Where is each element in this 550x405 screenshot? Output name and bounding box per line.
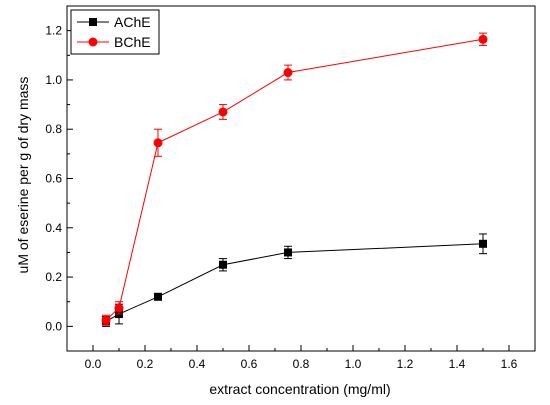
data-point xyxy=(114,303,124,313)
x-tick-label: 1.4 xyxy=(449,357,466,371)
x-tick-label: 1.0 xyxy=(345,357,362,371)
x-tick-label: 0.2 xyxy=(137,357,154,371)
y-tick-label: 1.0 xyxy=(45,73,62,87)
legend-marker xyxy=(89,18,97,26)
x-tick-label: 0.6 xyxy=(241,357,258,371)
x-tick-label: 1.6 xyxy=(501,357,518,371)
y-tick-label: 0.0 xyxy=(45,319,62,333)
y-tick-label: 1.2 xyxy=(45,24,62,38)
data-point xyxy=(154,292,162,301)
y-tick-label: 0.2 xyxy=(45,270,62,284)
legend: AChE BChE xyxy=(70,9,160,55)
legend-box xyxy=(70,9,160,55)
y-tick-label: 0.8 xyxy=(45,122,62,136)
y-axis-title: uM of eserine per g of dry mass xyxy=(15,77,31,274)
series-line xyxy=(105,38,484,321)
y-tick-label: 0.4 xyxy=(45,221,62,235)
x-axis-title: extract concentration (mg/ml) xyxy=(209,381,390,397)
data-point xyxy=(478,34,488,44)
x-tick-label: 1.2 xyxy=(397,357,414,371)
series-line xyxy=(105,243,484,322)
plot-area-frame xyxy=(66,5,536,352)
x-tick-label: 0.0 xyxy=(85,357,102,371)
series-ache xyxy=(102,233,487,327)
data-point xyxy=(219,260,227,269)
data-point xyxy=(283,68,293,78)
data-point xyxy=(218,107,228,117)
data-point xyxy=(101,315,111,325)
legend-marker xyxy=(88,37,98,47)
legend-label: BChE xyxy=(114,34,151,50)
data-point xyxy=(284,248,292,257)
data-point xyxy=(479,239,487,248)
series-bche xyxy=(101,32,488,326)
x-tick-label: 0.4 xyxy=(189,357,206,371)
x-tick-label: 0.8 xyxy=(293,357,310,371)
y-tick-label: 0.6 xyxy=(45,172,62,186)
legend-label: AChE xyxy=(114,14,151,30)
data-point xyxy=(153,138,163,148)
